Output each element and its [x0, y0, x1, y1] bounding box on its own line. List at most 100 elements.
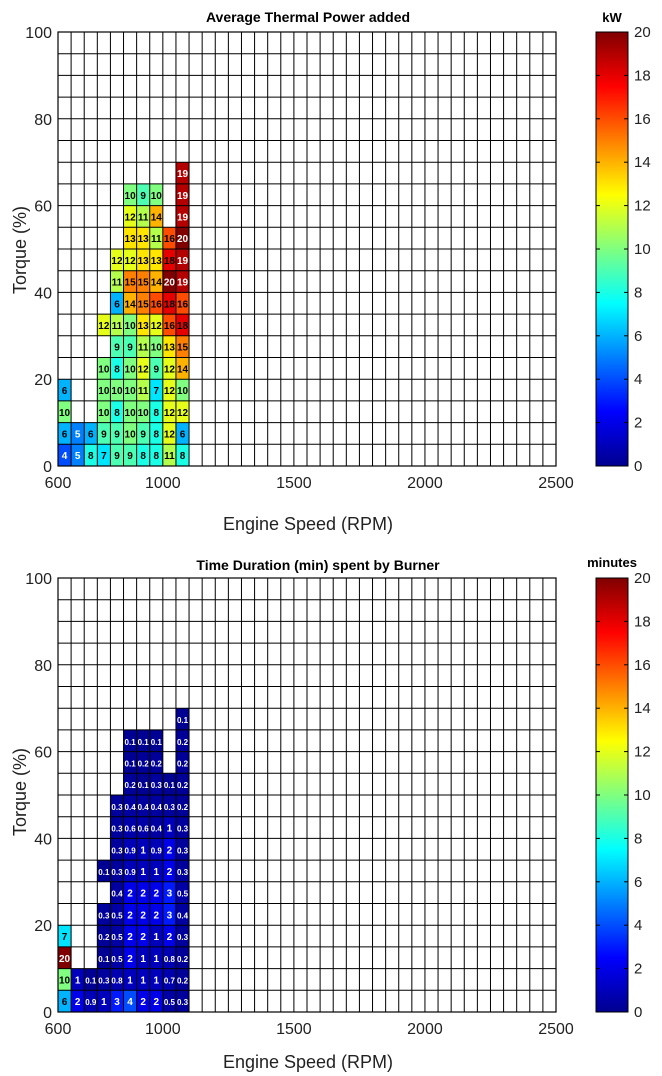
data-label: 3: [167, 889, 173, 900]
heatmap-cell-fill: [162, 903, 176, 926]
heatmap-cell: 10: [97, 357, 111, 380]
data-label: 0.1: [98, 868, 110, 877]
heatmap-cell: 0.4: [175, 903, 190, 926]
data-label: 11: [138, 343, 149, 354]
heatmap-cell: 10: [97, 400, 111, 423]
grid: [57, 577, 557, 1013]
heatmap-cell-fill: [162, 946, 176, 969]
data-label: 1: [127, 975, 133, 986]
data-label: 1: [140, 954, 146, 965]
data-label: 0.2: [177, 738, 189, 747]
heatmap-cell: 16: [175, 292, 190, 315]
heatmap-cell: 0.3: [175, 816, 190, 839]
data-label: 6: [62, 429, 68, 440]
heatmap-cell: 10: [175, 379, 190, 401]
heatmap-cell: 2: [123, 946, 137, 969]
heatmap-cell: 0.2: [149, 751, 163, 774]
colorbar-label: minutes: [587, 555, 637, 570]
heatmap-cell: 10: [110, 379, 124, 401]
data-label: 0.9: [85, 998, 97, 1007]
data-label: 5: [75, 451, 81, 462]
data-label: 0.2: [138, 759, 150, 768]
heatmap-cell-fill: [71, 990, 85, 1012]
data-label: 0.2: [177, 781, 189, 790]
heatmap-cell-fill: [136, 292, 150, 315]
heatmap-cell-fill: [123, 422, 137, 445]
heatmap-cell-fill: [123, 205, 137, 228]
data-label: 13: [151, 256, 163, 267]
colorbar-tick-label: 8: [634, 830, 642, 847]
heatmap-cell: 1: [149, 860, 163, 882]
data-label: 15: [125, 278, 137, 289]
heatmap-cell: 9: [110, 444, 124, 466]
data-label: 19: [177, 191, 189, 202]
heatmap-cell: 0.1: [97, 946, 111, 969]
colorbar-tick-label: 20: [634, 24, 651, 41]
heatmap-cell: 0.4: [136, 795, 150, 817]
colorbar-tick-label: 12: [634, 744, 651, 761]
data-label: 0.5: [177, 890, 189, 899]
data-label: 1: [75, 975, 81, 986]
x-tick-label: 1000: [145, 1021, 181, 1038]
data-label: 0.3: [177, 825, 189, 834]
heatmap-cell-fill: [136, 314, 150, 336]
heatmap-cell-fill: [162, 444, 176, 466]
heatmap-cell: 12: [162, 400, 176, 423]
data-label: 6: [180, 429, 186, 440]
heatmap-cell-fill: [136, 183, 150, 206]
heatmap-cell-fill: [123, 860, 137, 882]
heatmap-cell-fill: [136, 860, 150, 882]
heatmap-cell-fill: [71, 968, 85, 991]
colorbar: minutes 0 2 4 6 8 10 12 14 16 18 20: [587, 555, 651, 1021]
heatmap-cell: 10: [58, 968, 72, 991]
colorbar-tick-label: 0: [634, 458, 642, 475]
data-label: 2: [154, 910, 160, 921]
data-label: 0.5: [164, 998, 176, 1007]
heatmap-cell-fill: [149, 838, 163, 861]
heatmap-cell-fill: [123, 227, 137, 249]
data-label: 2: [140, 932, 146, 943]
heatmap-cell-fill: [123, 400, 137, 423]
heatmap-cell-fill: [110, 946, 124, 969]
heatmap-cell: 2: [136, 990, 150, 1012]
heatmap-cell-fill: [97, 357, 111, 380]
heatmap-cell: 14: [123, 292, 137, 315]
heatmap-cell: 0.1: [97, 860, 111, 882]
heatmap-cell: 2: [123, 881, 137, 904]
heatmap-cell-fill: [71, 444, 85, 466]
heatmap-cell: 2: [136, 903, 150, 926]
heatmap-cell-fill: [162, 335, 176, 358]
heatmap-cell-fill: [84, 444, 98, 466]
heatmap-cell: 0.1: [123, 729, 137, 752]
heatmap-cell-fill: [175, 881, 190, 904]
heatmap-cell: 4: [58, 444, 72, 466]
heatmap-cell-fill: [123, 881, 137, 904]
data-label: 12: [98, 321, 110, 332]
heatmap-cell: 1: [136, 946, 150, 969]
heatmap-cell-fill: [162, 881, 176, 904]
data-label: 6: [62, 386, 68, 397]
heatmap-cell-fill: [175, 925, 190, 947]
heatmap-cell: 10: [97, 379, 111, 401]
heatmap-cell: 0.1: [136, 729, 150, 752]
heatmap-cell-fill: [110, 968, 124, 991]
axis-ticks: 600 1000 1500 2000 2500 0 20 40 60 80 100: [25, 25, 574, 492]
heatmap-cell: 0.4: [149, 795, 163, 817]
grid: [57, 31, 557, 467]
heatmap-cell: 2: [149, 903, 163, 926]
data-label: 10: [138, 408, 150, 419]
data-label: 0.4: [138, 803, 150, 812]
heatmap-cell: 6: [58, 990, 72, 1012]
data-label: 1: [140, 867, 146, 878]
heatmap-cell: 11: [136, 379, 150, 401]
data-label: 12: [164, 364, 176, 375]
data-label: 4: [62, 451, 68, 462]
data-label: 0.2: [151, 759, 163, 768]
heatmap-cell-fill: [136, 816, 150, 839]
heatmap-cell: 11: [110, 314, 124, 336]
heatmap-cell: 8: [136, 444, 150, 466]
heatmap-cell: 11: [149, 227, 163, 249]
heatmap-cell: 0.3: [110, 838, 124, 861]
heatmap-cell-fill: [123, 335, 137, 358]
heatmap-cell-fill: [136, 795, 150, 817]
